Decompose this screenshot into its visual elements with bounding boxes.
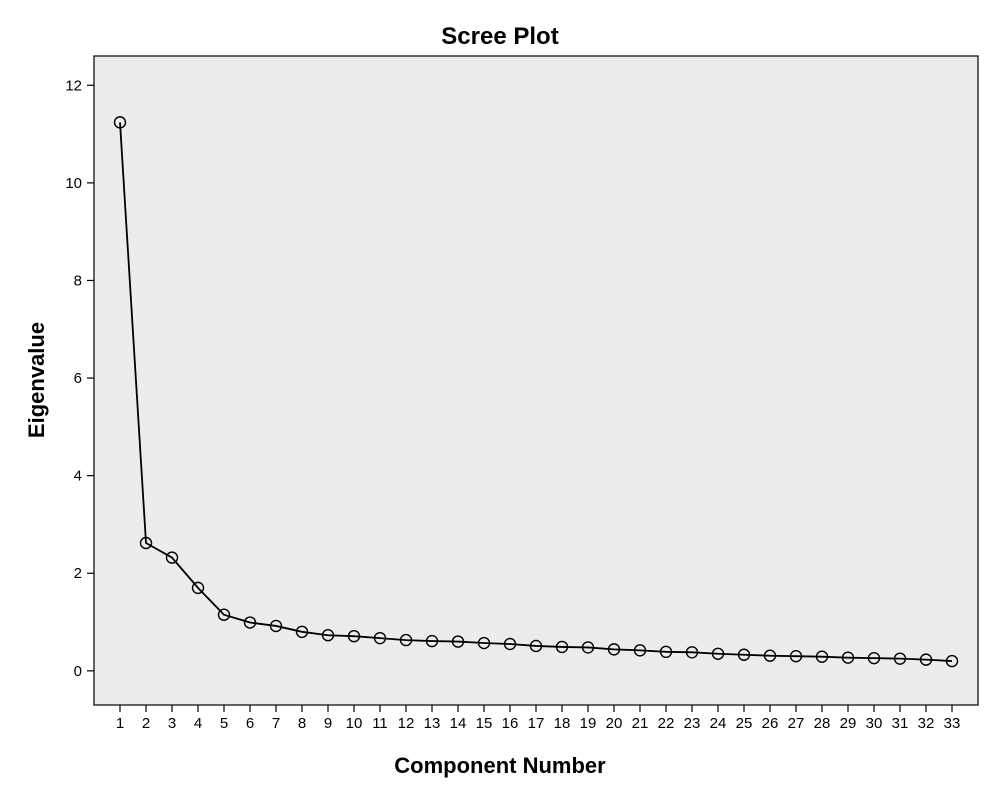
data-point [945, 654, 959, 668]
x-tick-label: 10 [346, 715, 363, 732]
x-tick-label: 1 [116, 715, 124, 732]
x-tick-label: 13 [424, 715, 441, 732]
data-point [841, 651, 855, 664]
data-point [139, 536, 153, 550]
plot-area [93, 55, 979, 706]
data-point [815, 650, 829, 663]
y-tick-label: 6 [74, 370, 82, 387]
x-tick-label: 29 [840, 715, 857, 732]
data-point [555, 640, 569, 654]
x-axis-label: Component Number [394, 753, 606, 778]
data-point [321, 629, 335, 642]
data-point [581, 641, 595, 654]
chart-title: Scree Plot [441, 23, 558, 50]
series-eigenvalues [113, 116, 959, 668]
x-tick-label: 32 [918, 715, 935, 732]
x-tick-label: 18 [554, 715, 571, 732]
data-point [347, 629, 361, 643]
y-tick-label: 0 [74, 663, 82, 680]
data-point [763, 649, 777, 662]
y-tick-label: 12 [65, 77, 82, 94]
data-point [711, 647, 725, 660]
data-point [529, 639, 543, 653]
x-tick-label: 5 [220, 715, 228, 732]
data-point [399, 633, 413, 647]
x-tick-label: 24 [710, 715, 727, 732]
data-point [373, 631, 387, 645]
data-point [633, 644, 647, 657]
data-point [295, 625, 309, 639]
x-tick-label: 4 [194, 715, 202, 732]
x-tick-label: 2 [142, 715, 150, 732]
series-line [119, 122, 953, 662]
x-tick-label: 3 [168, 715, 176, 732]
data-point [269, 619, 283, 633]
x-tick-label: 30 [866, 715, 883, 732]
x-tick-label: 26 [762, 715, 779, 732]
data-point [607, 643, 621, 656]
data-point [685, 646, 699, 659]
x-tick-label: 16 [502, 715, 519, 732]
y-tick-label: 4 [74, 468, 82, 485]
x-tick-label: 27 [788, 715, 805, 732]
x-tick-label: 14 [450, 715, 467, 732]
data-point [165, 551, 179, 564]
x-tick-label: 31 [892, 715, 909, 732]
y-tick-label: 8 [74, 272, 82, 289]
x-tick-label: 33 [944, 715, 961, 732]
data-point [451, 635, 465, 648]
data-point [789, 650, 803, 663]
y-tick-label: 2 [74, 565, 82, 582]
x-tick-label: 21 [632, 715, 649, 732]
x-tick-label: 17 [528, 715, 545, 732]
x-tick-label: 22 [658, 715, 675, 732]
x-tick-label: 19 [580, 715, 597, 732]
data-point [893, 652, 907, 665]
data-point [191, 581, 205, 595]
data-point [425, 634, 439, 648]
y-axis: 0 2 4 6 8 10 12 [65, 77, 94, 680]
y-axis-label: Eigenvalue [24, 322, 49, 438]
x-tick-label: 25 [736, 715, 753, 732]
data-point [477, 636, 491, 650]
x-tick-label: 28 [814, 715, 831, 732]
data-point [217, 608, 231, 621]
x-axis: 1 2 3 4 5 6 7 8 9 10 11 12 13 14 15 16 17 18 19 20 21 22 23 24 2… [116, 705, 961, 732]
data-point [919, 653, 933, 666]
data-point [867, 651, 881, 665]
x-tick-label: 20 [606, 715, 623, 732]
x-tick-label: 12 [398, 715, 415, 732]
data-point [113, 116, 127, 129]
x-tick-label: 23 [684, 715, 701, 732]
x-tick-label: 8 [298, 715, 306, 732]
data-point [503, 637, 517, 651]
y-tick-label: 10 [65, 175, 82, 192]
data-point [243, 616, 257, 629]
data-point [659, 645, 673, 659]
x-tick-label: 6 [246, 715, 254, 732]
x-tick-label: 9 [324, 715, 332, 732]
data-point [737, 648, 751, 661]
x-tick-label: 11 [372, 715, 388, 732]
x-tick-label: 7 [272, 715, 280, 732]
x-tick-label: 15 [476, 715, 493, 732]
